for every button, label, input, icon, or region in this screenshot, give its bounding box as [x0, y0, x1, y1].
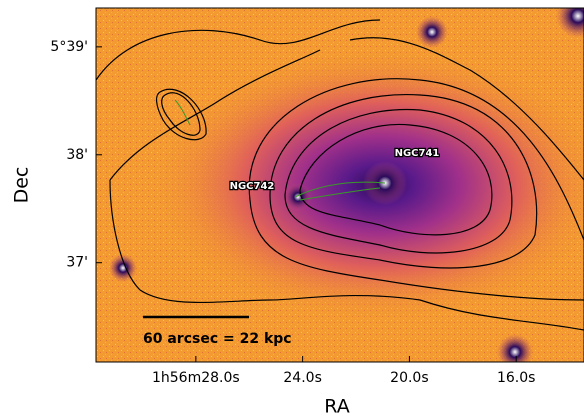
- image: [96, 8, 584, 362]
- y-axis-label: Dec: [11, 167, 33, 204]
- plot-frame: [95, 7, 584, 363]
- x-tick-label: 1h56m28.0s: [152, 370, 240, 386]
- y-tick-label: 37': [66, 255, 88, 271]
- annotation: NGC741: [395, 148, 440, 159]
- x-tick-label: 20.0s: [390, 370, 428, 386]
- x-axis-label: RA: [324, 396, 349, 418]
- y-tick-label: 5°39': [50, 39, 88, 55]
- scale-bar-label: 60 arcsec = 22 kpc: [143, 331, 292, 347]
- annotation: NGC742: [230, 181, 275, 192]
- x-tick-label: 16.0s: [497, 370, 535, 386]
- x-tick-label: 24.0s: [283, 370, 321, 386]
- y-tick-label: 38': [66, 147, 88, 163]
